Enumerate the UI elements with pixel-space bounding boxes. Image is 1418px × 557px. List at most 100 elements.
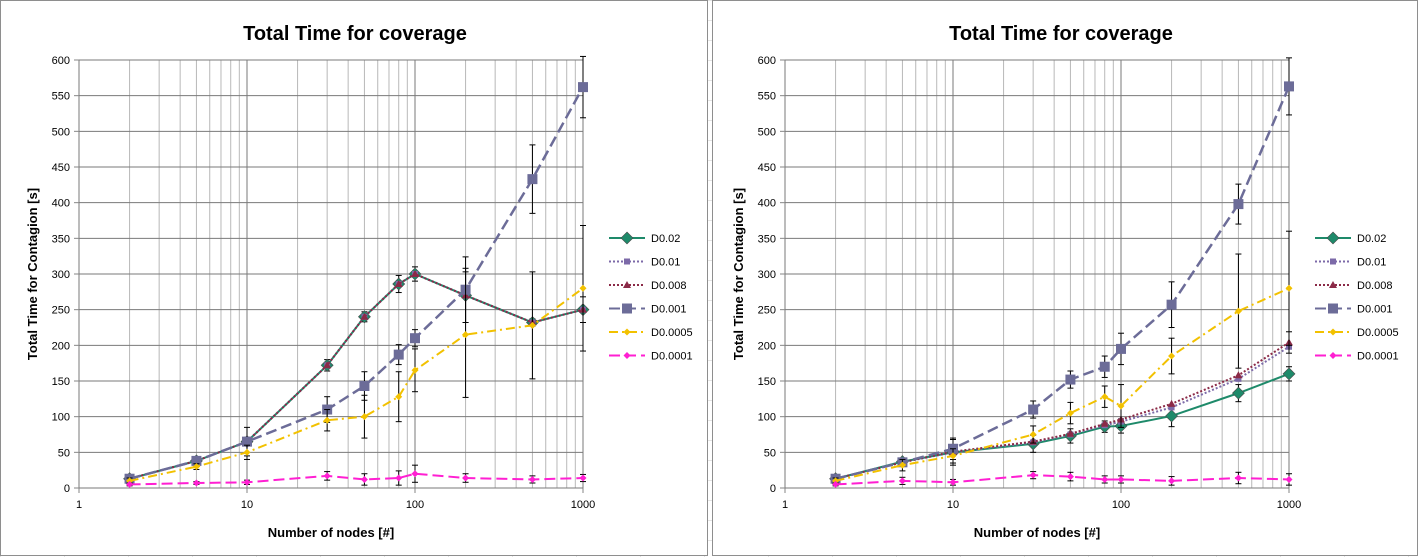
data-point bbox=[1116, 343, 1126, 354]
data-point bbox=[1234, 371, 1243, 379]
data-point bbox=[1117, 475, 1125, 483]
y-tick-label: 200 bbox=[52, 340, 70, 352]
x-tick-label: 100 bbox=[1112, 499, 1130, 511]
y-tick-label: 350 bbox=[52, 233, 70, 245]
legend-marker bbox=[623, 328, 631, 336]
data-point bbox=[1117, 402, 1125, 410]
y-tick-label: 400 bbox=[52, 198, 70, 210]
x-axis-label: Number of nodes [#] bbox=[268, 525, 394, 540]
legend-marker bbox=[1329, 281, 1337, 288]
data-point bbox=[1066, 409, 1074, 417]
data-point bbox=[1101, 393, 1109, 401]
data-point bbox=[323, 472, 331, 480]
series-line bbox=[835, 85, 1291, 480]
data-point bbox=[323, 361, 332, 369]
data-point bbox=[191, 455, 202, 466]
data-point bbox=[528, 475, 536, 483]
series-line bbox=[835, 341, 1290, 480]
data-point bbox=[360, 312, 369, 320]
y-tick-label: 600 bbox=[52, 55, 70, 67]
legend-entry: D0.001 bbox=[651, 304, 686, 316]
legend-entry: D0.0001 bbox=[651, 351, 693, 363]
y-axis-label: Total Time for Contagion [s] bbox=[25, 188, 40, 360]
data-point bbox=[1028, 404, 1039, 415]
data-point bbox=[360, 475, 368, 483]
series-D0.0005 bbox=[126, 224, 587, 485]
legend-marker bbox=[622, 303, 632, 314]
data-point bbox=[578, 82, 588, 93]
data-point bbox=[411, 270, 419, 277]
data-point bbox=[1167, 399, 1176, 407]
legend-marker bbox=[1328, 303, 1338, 314]
series-line bbox=[835, 345, 1290, 480]
legend-entry: D0.0001 bbox=[1357, 351, 1399, 363]
data-point bbox=[1165, 409, 1178, 423]
y-tick-label: 150 bbox=[52, 376, 70, 388]
data-point bbox=[360, 413, 368, 421]
chart-panel-left: 1 10 100 1000 0 50 100 150 200 250 300 350 400 450 500… bbox=[0, 0, 708, 556]
data-point bbox=[1101, 475, 1109, 483]
chart-title: Total Time for coverage bbox=[949, 23, 1173, 45]
chart-panel-right: 1 10 100 1000 0 50 100 150 200 250 300 350 400 450 500… bbox=[712, 0, 1418, 556]
chart-left: 1 10 100 1000 0 50 100 150 200 250 300 350 400 450 500… bbox=[25, 23, 693, 540]
y-tick-label: 50 bbox=[764, 447, 776, 459]
data-point bbox=[410, 333, 420, 344]
y-tick-label: 250 bbox=[52, 305, 70, 317]
data-point bbox=[1029, 431, 1037, 438]
data-point bbox=[192, 463, 200, 471]
data-point bbox=[393, 349, 404, 360]
data-point bbox=[462, 331, 470, 339]
y-tick-label: 100 bbox=[758, 412, 776, 424]
data-point bbox=[579, 284, 587, 292]
y-tick-label: 300 bbox=[52, 269, 70, 281]
x-tick-label: 1000 bbox=[1277, 499, 1301, 511]
data-point bbox=[462, 474, 470, 482]
data-point bbox=[1234, 474, 1242, 482]
y-tick-label: 50 bbox=[58, 447, 70, 459]
data-point bbox=[411, 470, 419, 478]
data-point bbox=[359, 380, 370, 391]
x-tick-label: 10 bbox=[241, 499, 253, 511]
y-tick-label: 600 bbox=[758, 55, 776, 67]
data-point bbox=[323, 416, 331, 424]
y-tick-label: 0 bbox=[770, 483, 776, 495]
data-point bbox=[1168, 352, 1176, 360]
legend-marker bbox=[620, 231, 634, 245]
x-tick-label: 1 bbox=[76, 499, 82, 511]
data-point bbox=[243, 478, 251, 486]
y-tick-label: 450 bbox=[52, 162, 70, 174]
series-line bbox=[835, 474, 1290, 486]
x-tick-label: 1000 bbox=[571, 499, 595, 511]
x-axis-label: Number of nodes [#] bbox=[974, 525, 1100, 540]
data-point bbox=[1284, 81, 1294, 92]
data-point bbox=[1066, 429, 1075, 437]
data-point bbox=[1065, 374, 1076, 385]
legend-marker bbox=[623, 281, 631, 288]
y-tick-label: 150 bbox=[758, 376, 776, 388]
legend-entry: D0.0005 bbox=[651, 327, 693, 339]
y-tick-label: 550 bbox=[758, 91, 776, 103]
data-point bbox=[1029, 471, 1037, 479]
data-point bbox=[949, 478, 957, 486]
series-line bbox=[835, 372, 1290, 480]
legend-marker bbox=[1326, 231, 1340, 245]
y-tick-label: 500 bbox=[52, 126, 70, 138]
data-point bbox=[949, 452, 957, 460]
y-tick-label: 350 bbox=[758, 233, 776, 245]
data-point bbox=[192, 479, 200, 487]
data-point bbox=[1066, 473, 1074, 481]
data-point bbox=[243, 448, 251, 456]
data-point bbox=[1232, 386, 1245, 400]
data-point bbox=[242, 436, 252, 447]
legend-entry: D0.02 bbox=[1357, 233, 1386, 245]
data-point bbox=[1168, 477, 1176, 485]
y-tick-label: 550 bbox=[52, 91, 70, 103]
data-point bbox=[1233, 199, 1244, 210]
x-tick-label: 1 bbox=[782, 499, 788, 511]
gridlines bbox=[74, 59, 584, 493]
series-line bbox=[129, 86, 585, 480]
data-point bbox=[1099, 361, 1110, 372]
data-point bbox=[1285, 284, 1293, 292]
data-point bbox=[411, 366, 419, 374]
series-D0.0005 bbox=[832, 230, 1293, 485]
